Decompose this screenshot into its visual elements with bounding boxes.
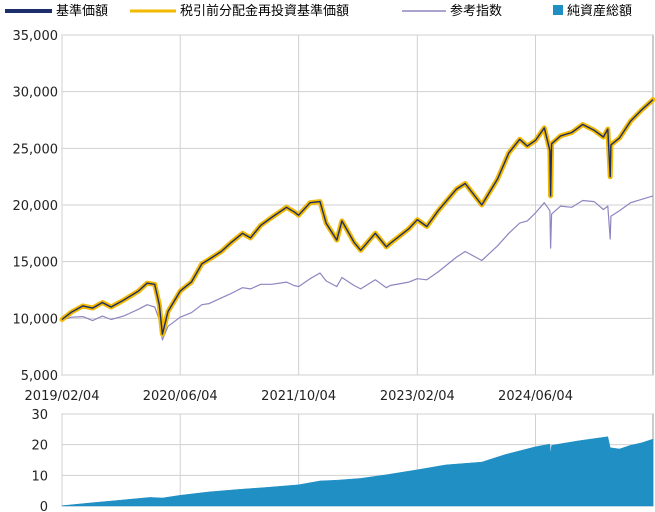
net-assets-y-tick-label: 30 xyxy=(31,408,48,423)
y-tick-label: 35,000 xyxy=(13,29,59,44)
net-assets-y-tick-label: 0 xyxy=(40,500,48,512)
legend-item-net-assets: 純資産総額 xyxy=(553,3,632,19)
x-tick-label: 2019/02/04 xyxy=(25,389,100,404)
legend-item-nav: 基準価額 xyxy=(5,3,108,19)
x-tick-label: 2023/02/04 xyxy=(380,389,455,404)
legend-label-nav: 基準価額 xyxy=(56,3,108,19)
net-assets-y-tick-label: 10 xyxy=(31,469,48,484)
nav-line xyxy=(61,99,654,335)
y-tick-label: 20,000 xyxy=(13,199,59,214)
legend-label-reference-index: 参考指数 xyxy=(450,3,502,19)
main-plot-area: 5,000 10,000 15,000 20,000 25,000 30,000 35,00… xyxy=(13,29,655,404)
x-tick-label: 2021/10/04 xyxy=(261,389,336,404)
legend-swatch-net-assets xyxy=(553,5,563,15)
net-assets-area xyxy=(61,436,654,507)
y-tick-label: 10,000 xyxy=(13,312,59,327)
y-tick-label: 30,000 xyxy=(13,86,59,101)
x-tick-label: 2024/06/04 xyxy=(498,389,573,404)
legend-item-reinvested-nav: 税引前分配金再投資基準価額 xyxy=(130,3,349,19)
net-assets-y-tick-label: 20 xyxy=(31,439,48,454)
legend-label-reinvested-nav: 税引前分配金再投資基準価額 xyxy=(180,3,349,19)
y-tick-label: 25,000 xyxy=(13,142,59,157)
net-assets-plot-area: 0 10 20 30 xyxy=(31,408,654,512)
legend-item-reference-index: 参考指数 xyxy=(402,3,502,19)
legend-label-net-assets: 純資産総額 xyxy=(567,3,632,19)
y-tick-label: 15,000 xyxy=(13,256,59,271)
legend: 基準価額 税引前分配金再投資基準価額 参考指数 純資産総額 xyxy=(5,3,632,19)
y-tick-label: 5,000 xyxy=(21,369,58,384)
x-tick-label: 2020/06/04 xyxy=(143,389,218,404)
